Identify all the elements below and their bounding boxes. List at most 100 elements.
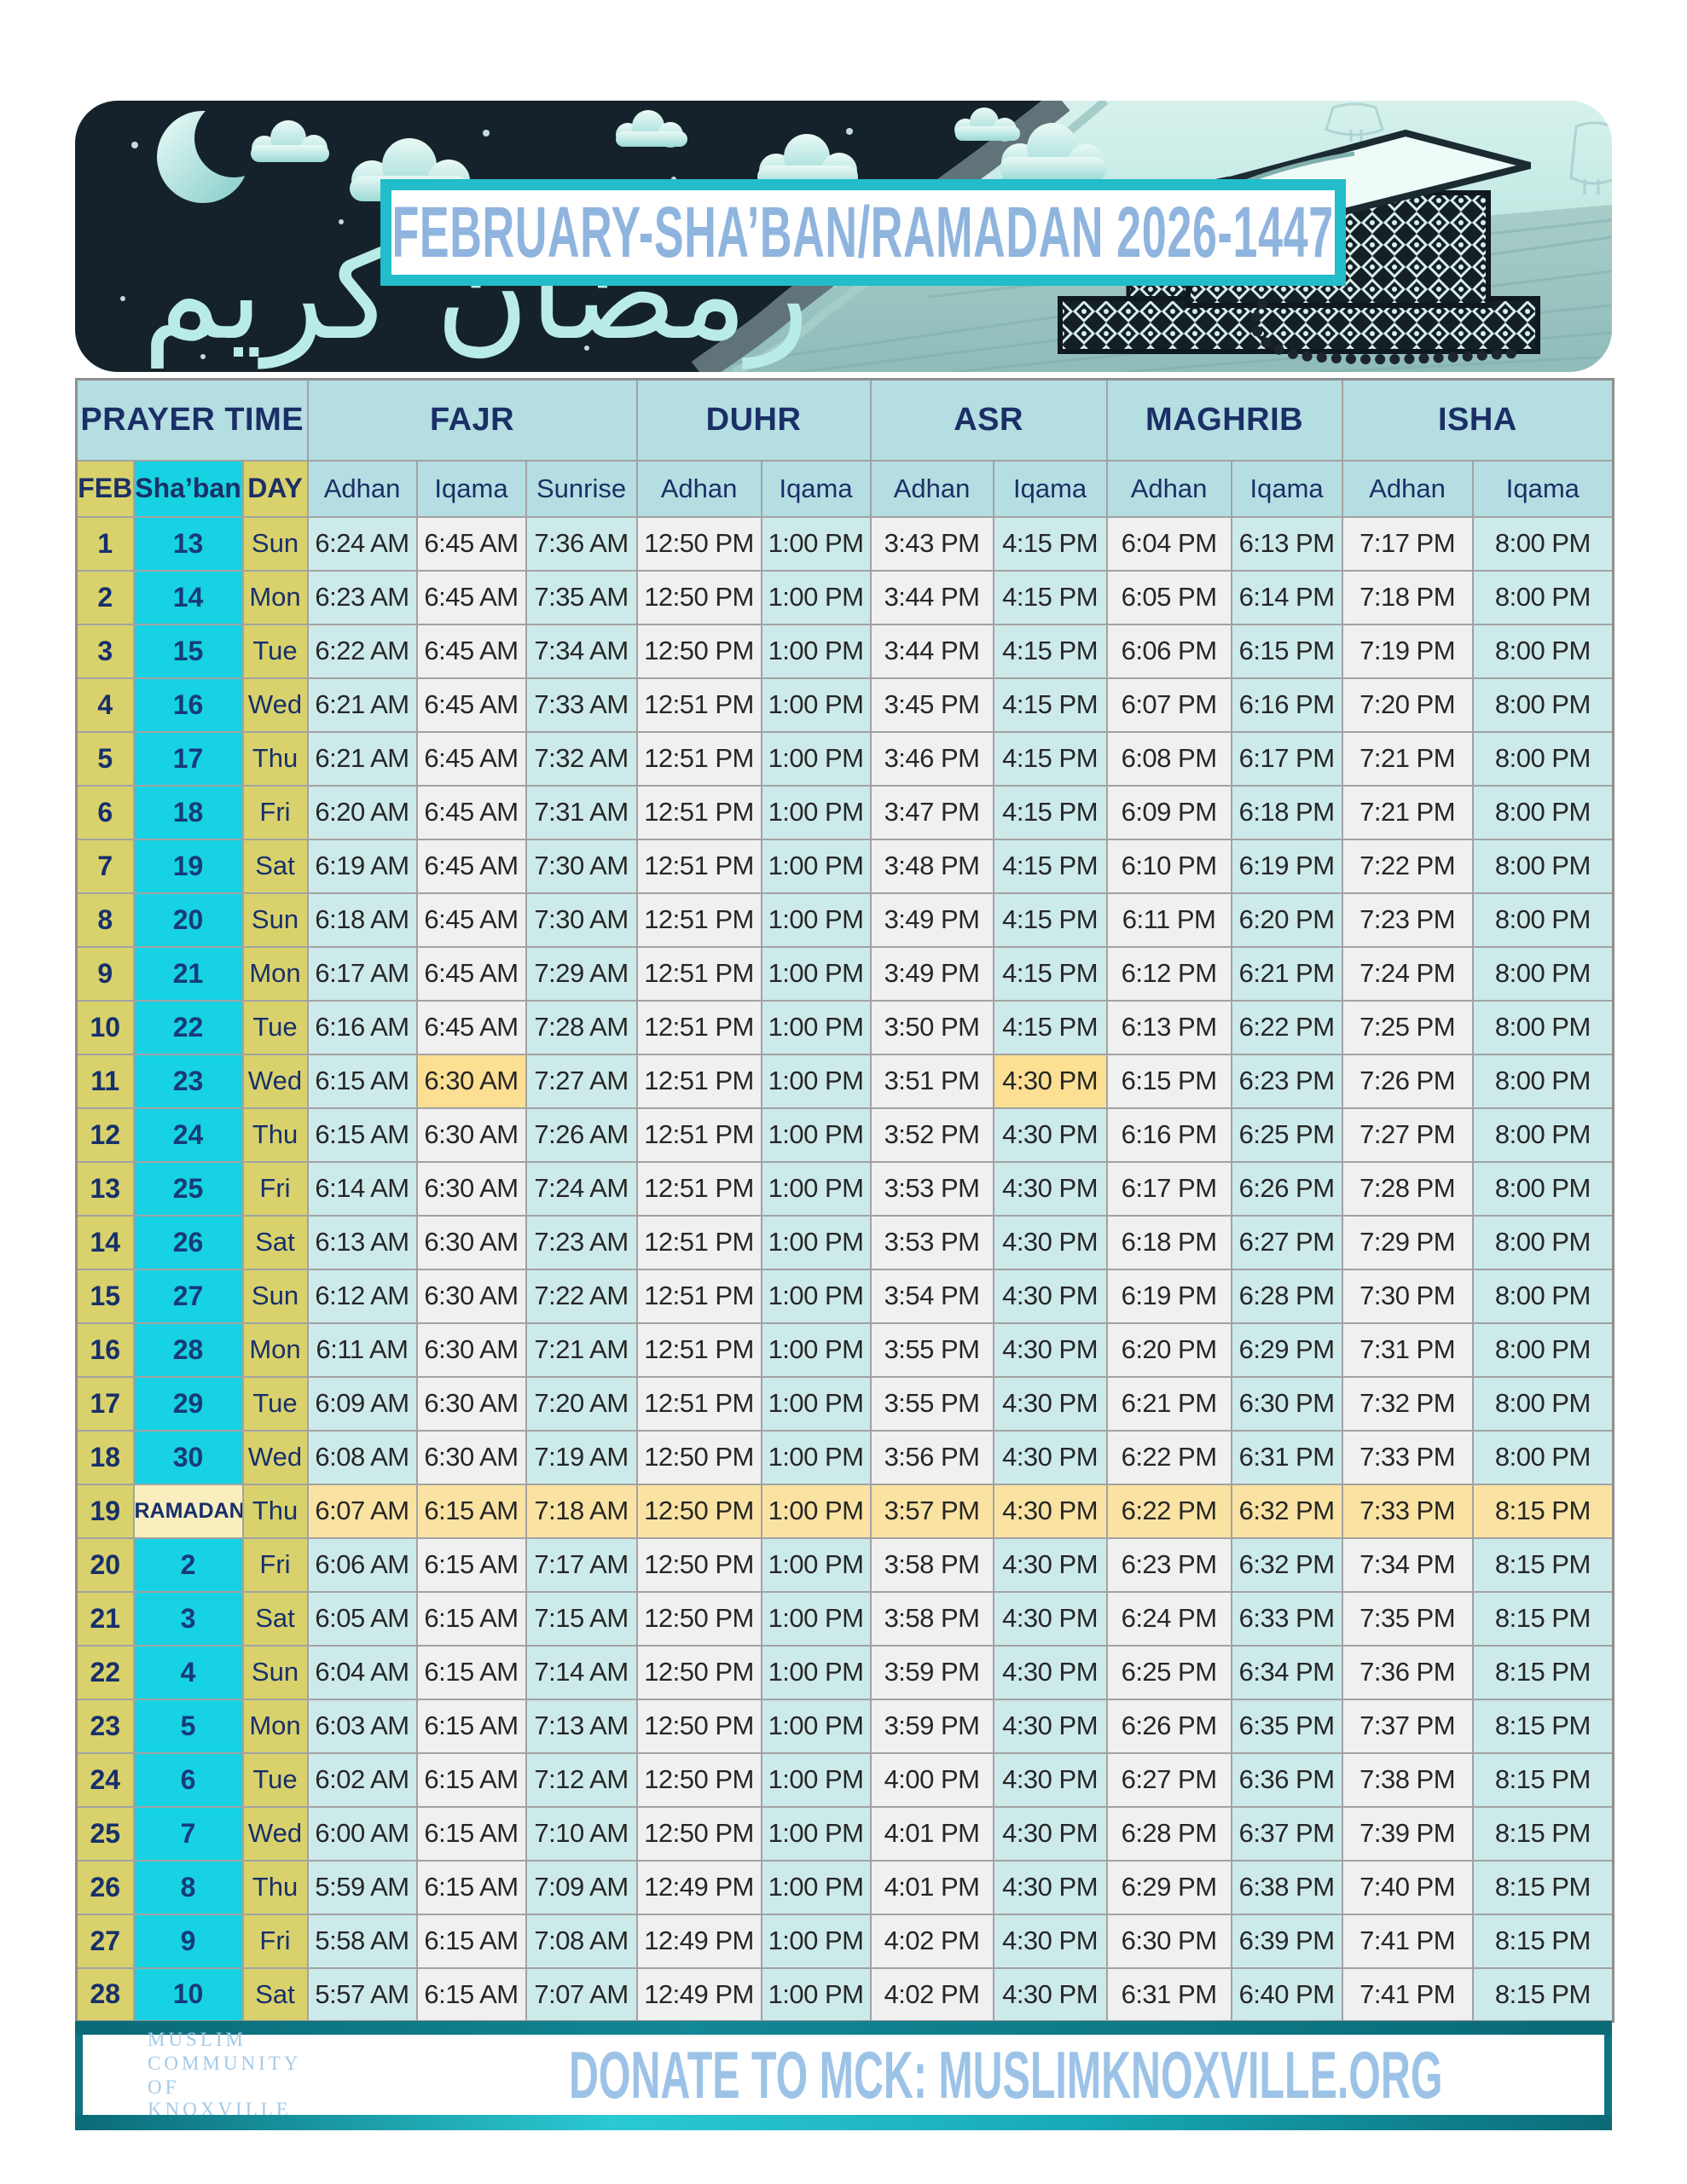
cell-fajr-adhan: 5:58 AM bbox=[306, 1913, 418, 1969]
cell-duhr-iqama: 1:00 PM bbox=[760, 1483, 872, 1539]
cell-fajr-iqama: 6:45 AM bbox=[415, 999, 527, 1055]
cell-feb: 17 bbox=[75, 1375, 135, 1432]
subheader-feb-0: FEB bbox=[75, 459, 135, 518]
cell-fajr-adhan: 6:18 AM bbox=[306, 892, 418, 948]
cell-feb: 26 bbox=[75, 1859, 135, 1915]
cell-maghrib-iqama: 6:39 PM bbox=[1230, 1913, 1343, 1969]
cell-fajr-iqama: 6:45 AM bbox=[415, 892, 527, 948]
cell-day: Thu bbox=[241, 1859, 309, 1915]
cell-duhr-iqama: 1:00 PM bbox=[760, 623, 872, 679]
cell-day: Wed bbox=[241, 1805, 309, 1862]
cell-day: Tue bbox=[241, 623, 309, 679]
cell-isha-iqama: 8:00 PM bbox=[1471, 892, 1615, 948]
cell-asr-iqama: 4:30 PM bbox=[992, 1859, 1108, 1915]
cell-maghrib-adhan: 6:24 PM bbox=[1105, 1590, 1232, 1647]
cell-duhr-iqama: 1:00 PM bbox=[760, 1805, 872, 1862]
cell-isha-iqama: 8:00 PM bbox=[1471, 730, 1615, 787]
cell-asr-adhan: 4:01 PM bbox=[869, 1805, 994, 1862]
cell-shaban: 2 bbox=[132, 1536, 244, 1593]
footer-top-border bbox=[75, 2021, 1612, 2035]
cell-maghrib-iqama: 6:29 PM bbox=[1230, 1321, 1343, 1378]
cell-shaban: 25 bbox=[132, 1160, 244, 1217]
cell-fajr-adhan: 6:04 AM bbox=[306, 1644, 418, 1700]
cell-asr-adhan: 3:54 PM bbox=[869, 1268, 994, 1324]
cell-duhr-iqama: 1:00 PM bbox=[760, 1053, 872, 1109]
table-row: 18 30 Wed 6:08 AM 6:30 AM 7:19 AM 12:50 PM 1:00… bbox=[75, 1429, 1615, 1485]
cell-isha-adhan: 7:24 PM bbox=[1341, 945, 1474, 1002]
cell-asr-iqama: 4:30 PM bbox=[992, 1160, 1108, 1217]
cell-duhr-iqama: 1:00 PM bbox=[760, 1913, 872, 1969]
cell-duhr-iqama: 1:00 PM bbox=[760, 515, 872, 572]
lantern-icon bbox=[1325, 102, 1612, 195]
cell-sunrise: 7:32 AM bbox=[525, 730, 638, 787]
cell-feb: 20 bbox=[75, 1536, 135, 1593]
cell-asr-adhan: 3:47 PM bbox=[869, 784, 994, 840]
cell-feb: 27 bbox=[75, 1913, 135, 1969]
cell-fajr-adhan: 6:21 AM bbox=[306, 677, 418, 733]
cell-duhr-iqama: 1:00 PM bbox=[760, 1859, 872, 1915]
cell-fajr-iqama: 6:15 AM bbox=[415, 1751, 527, 1808]
cell-fajr-iqama: 6:15 AM bbox=[415, 1644, 527, 1700]
subheader-day-2: DAY bbox=[241, 459, 309, 518]
cell-asr-adhan: 3:44 PM bbox=[869, 569, 994, 625]
table-row: 6 18 Fri 6:20 AM 6:45 AM 7:31 AM 12:51 PM 1:00 … bbox=[75, 784, 1615, 840]
cell-isha-iqama: 8:00 PM bbox=[1471, 999, 1615, 1055]
cell-day: Mon bbox=[241, 1321, 309, 1378]
table-row: 13 25 Fri 6:14 AM 6:30 AM 7:24 AM 12:51 PM 1:00… bbox=[75, 1160, 1615, 1217]
cell-fajr-adhan: 6:00 AM bbox=[306, 1805, 418, 1862]
table-row: 5 17 Thu 6:21 AM 6:45 AM 7:32 AM 12:51 PM 1:00 … bbox=[75, 730, 1615, 787]
cell-isha-iqama: 8:00 PM bbox=[1471, 1321, 1615, 1378]
cell-fajr-adhan: 6:02 AM bbox=[306, 1751, 418, 1808]
cell-fajr-iqama: 6:30 AM bbox=[415, 1429, 527, 1485]
cell-duhr-iqama: 1:00 PM bbox=[760, 1107, 872, 1163]
cell-asr-adhan: 3:59 PM bbox=[869, 1644, 994, 1700]
table-subheader-row: FEB Sha’ban DAY Adhan Iqama Sunrise Adhan Iqama… bbox=[75, 459, 1615, 518]
cell-isha-adhan: 7:36 PM bbox=[1341, 1644, 1474, 1700]
cell-fajr-iqama: 6:15 AM bbox=[415, 1590, 527, 1647]
cell-isha-iqama: 8:15 PM bbox=[1471, 1913, 1615, 1969]
cell-asr-iqama: 4:15 PM bbox=[992, 999, 1108, 1055]
cell-maghrib-adhan: 6:23 PM bbox=[1105, 1536, 1232, 1593]
cell-duhr-adhan: 12:51 PM bbox=[635, 677, 762, 733]
cell-isha-iqama: 8:00 PM bbox=[1471, 1375, 1615, 1432]
cell-asr-adhan: 3:58 PM bbox=[869, 1590, 994, 1647]
cell-asr-adhan: 3:59 PM bbox=[869, 1698, 994, 1754]
cell-feb: 6 bbox=[75, 784, 135, 840]
cell-duhr-adhan: 12:50 PM bbox=[635, 515, 762, 572]
title-box: FEBRUARY-SHA’BAN/RAMADAN 2026-1447 bbox=[380, 179, 1346, 286]
cell-maghrib-adhan: 6:15 PM bbox=[1105, 1053, 1232, 1109]
cell-isha-adhan: 7:21 PM bbox=[1341, 784, 1474, 840]
cell-asr-iqama: 4:15 PM bbox=[992, 677, 1108, 733]
cell-isha-iqama: 8:00 PM bbox=[1471, 569, 1615, 625]
cell-fajr-adhan: 6:21 AM bbox=[306, 730, 418, 787]
cell-duhr-adhan: 12:51 PM bbox=[635, 1107, 762, 1163]
cell-feb: 21 bbox=[75, 1590, 135, 1647]
cell-maghrib-iqama: 6:36 PM bbox=[1230, 1751, 1343, 1808]
cell-isha-iqama: 8:00 PM bbox=[1471, 1160, 1615, 1217]
cell-sunrise: 7:20 AM bbox=[525, 1375, 638, 1432]
cell-sunrise: 7:17 AM bbox=[525, 1536, 638, 1593]
cell-duhr-adhan: 12:49 PM bbox=[635, 1859, 762, 1915]
cell-isha-adhan: 7:19 PM bbox=[1341, 623, 1474, 679]
table-row: 26 8 Thu 5:59 AM 6:15 AM 7:09 AM 12:49 PM 1:00 … bbox=[75, 1859, 1615, 1915]
cell-shaban: 10 bbox=[132, 1966, 244, 2023]
cell-isha-adhan: 7:18 PM bbox=[1341, 569, 1474, 625]
prayer-times-table: PRAYER TIME FAJR DUHR ASR MAGHRIB ISHA FEB Sha’… bbox=[75, 378, 1615, 2023]
cell-duhr-iqama: 1:00 PM bbox=[760, 838, 872, 894]
cell-shaban: 18 bbox=[132, 784, 244, 840]
cell-maghrib-adhan: 6:11 PM bbox=[1105, 892, 1232, 948]
cell-duhr-iqama: 1:00 PM bbox=[760, 1644, 872, 1700]
cell-duhr-adhan: 12:50 PM bbox=[635, 1644, 762, 1700]
cell-isha-iqama: 8:15 PM bbox=[1471, 1751, 1615, 1808]
cell-fajr-adhan: 6:16 AM bbox=[306, 999, 418, 1055]
cell-shaban: 21 bbox=[132, 945, 244, 1002]
cell-feb: 7 bbox=[75, 838, 135, 894]
cell-fajr-iqama: 6:45 AM bbox=[415, 945, 527, 1002]
cell-maghrib-iqama: 6:17 PM bbox=[1230, 730, 1343, 787]
prayer-times-section: PRAYER TIME FAJR DUHR ASR MAGHRIB ISHA FEB Sha’… bbox=[75, 378, 1615, 2023]
cell-fajr-iqama: 6:15 AM bbox=[415, 1698, 527, 1754]
cell-fajr-adhan: 6:13 AM bbox=[306, 1214, 418, 1270]
cell-maghrib-adhan: 6:28 PM bbox=[1105, 1805, 1232, 1862]
cell-asr-iqama: 4:30 PM bbox=[992, 1913, 1108, 1969]
cell-maghrib-adhan: 6:16 PM bbox=[1105, 1107, 1232, 1163]
